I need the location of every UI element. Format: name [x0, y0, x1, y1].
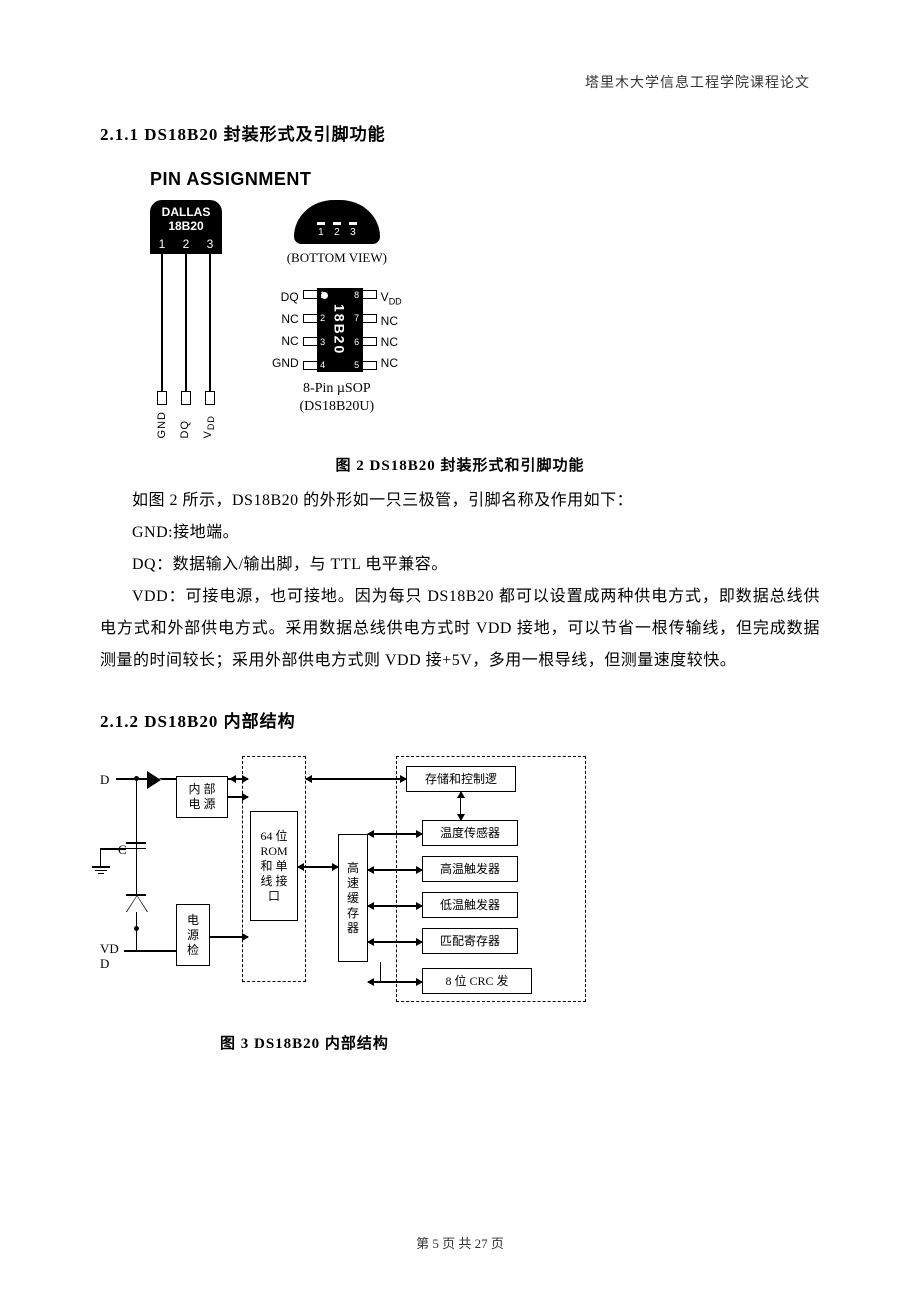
usop-num: 8 — [353, 290, 361, 300]
label-VDD: VDD — [100, 942, 119, 971]
usop-num: 6 — [353, 337, 361, 347]
block-crc: 8 位 CRC 发 — [422, 968, 532, 994]
bv-num: 1 — [318, 227, 324, 238]
page-footer: 第 5 页 共 27 页 — [100, 1233, 820, 1252]
usop-package: DQ NC NC GND 1 2 3 4 — [272, 288, 402, 372]
label-D: D — [100, 772, 109, 788]
usop-label: GND — [272, 356, 299, 370]
footer-text: 页 共 — [442, 1236, 471, 1251]
block-match-reg: 匹配寄存器 — [422, 928, 518, 954]
usop-num: 2 — [319, 313, 327, 323]
to92-pin-num: 2 — [183, 237, 190, 251]
bv-num: 3 — [350, 227, 356, 238]
block-inner-power: 内 部电 源 — [176, 776, 228, 818]
bottom-view-caption: (BOTTOM VIEW) — [287, 250, 387, 266]
footer-text: 页 — [491, 1236, 504, 1251]
bottom-view-icon: 1 2 3 — [294, 200, 380, 244]
bv-num: 2 — [334, 227, 340, 238]
running-header: 塔里木大学信息工程学院课程论文 — [585, 72, 810, 92]
section-number: 2.1.1 — [100, 125, 139, 144]
footer-page-current: 5 — [432, 1236, 439, 1251]
figure-2-pin-assignment: PIN ASSIGNMENT DALLAS 18B20 1 2 3 — [150, 169, 570, 438]
usop-caption: 8-Pin µSOP (DS18B20U) — [300, 380, 375, 416]
usop-caption-line: (DS18B20U) — [300, 398, 375, 416]
capacitor-icon — [126, 840, 146, 851]
section-title: DS18B20 内部结构 — [144, 712, 295, 731]
to92-pin-num: 3 — [207, 237, 214, 251]
to92-pin-label: GND — [156, 411, 168, 438]
usop-label: NC — [381, 335, 402, 349]
usop-body-label: 18B20 — [332, 304, 348, 355]
block-power-detect: 电源检 — [176, 904, 210, 966]
usop-label: NC — [381, 356, 402, 370]
usop-label: VDD — [381, 290, 402, 306]
block-temp-sensor: 温度传感器 — [422, 820, 518, 846]
paragraph: 如图 2 所示，DS18B20 的外形如一只三极管，引脚名称及作用如下： — [100, 485, 820, 517]
to92-brand: DALLAS — [150, 205, 222, 219]
usop-label: DQ — [272, 290, 299, 304]
paragraph: DQ：数据输入/输出脚，与 TTL 电平兼容。 — [100, 549, 820, 581]
buffer-icon — [148, 771, 162, 789]
usop-caption-line: 8-Pin µSOP — [300, 380, 375, 398]
usop-label: NC — [272, 312, 299, 326]
usop-num: 3 — [319, 337, 327, 347]
block-low-trigger: 低温触发器 — [422, 892, 518, 918]
pin-assignment-title: PIN ASSIGNMENT — [150, 169, 570, 190]
diode-icon — [127, 896, 147, 912]
section-title: DS18B20 封装形式及引脚功能 — [144, 125, 385, 144]
usop-num: 7 — [353, 313, 361, 323]
footer-page-total: 27 — [475, 1236, 488, 1251]
figure-3-block-diagram: D C VDD 内 部电 源 电源检 64 位ROM和 单线 接口 — [100, 756, 600, 1016]
to92-package: DALLAS 18B20 1 2 3 GND DQ VDD — [150, 200, 222, 438]
to92-pin-num: 1 — [159, 237, 166, 251]
paragraph: GND:接地端。 — [100, 517, 820, 549]
block-storage-logic: 存储和控制逻 — [406, 766, 516, 792]
paragraph: VDD：可接电源，也可接地。因为每只 DS18B20 都可以设置成两种供电方式，… — [100, 581, 820, 677]
block-rom: 64 位ROM和 单线 接口 — [250, 811, 298, 921]
to92-pin-label: DQ — [179, 411, 191, 438]
section-heading-212: 2.1.2 DS18B20 内部结构 — [100, 707, 820, 732]
section-number: 2.1.2 — [100, 712, 139, 731]
figure-3-caption: 图 3 DS18B20 内部结构 — [220, 1032, 820, 1053]
footer-text: 第 — [416, 1236, 429, 1251]
figure-2-caption: 图 2 DS18B20 封装形式和引脚功能 — [100, 454, 820, 475]
usop-num: 4 — [319, 360, 327, 370]
usop-label: NC — [272, 334, 299, 348]
ground-icon — [92, 866, 110, 874]
block-cache: 高速缓存器 — [338, 834, 368, 962]
to92-pin-label: VDD — [202, 411, 216, 438]
usop-label: NC — [381, 314, 402, 328]
usop-num: 1 — [319, 290, 327, 300]
to92-part: 18B20 — [150, 219, 222, 233]
usop-num: 5 — [353, 360, 361, 370]
section-heading-211: 2.1.1 DS18B20 封装形式及引脚功能 — [100, 120, 820, 145]
block-high-trigger: 高温触发器 — [422, 856, 518, 882]
